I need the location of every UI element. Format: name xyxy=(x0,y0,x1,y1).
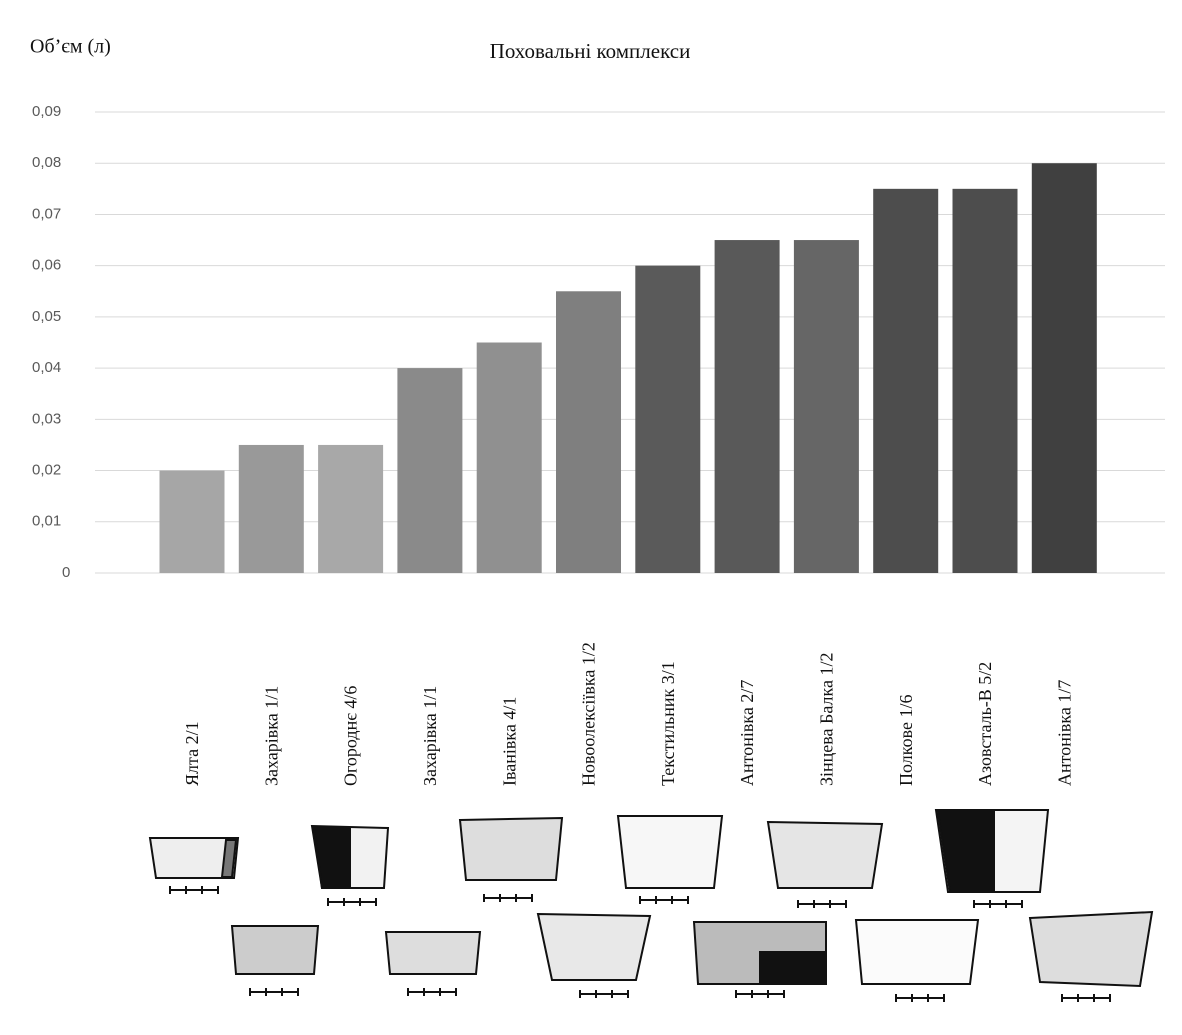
y-tick-label: 0,08 xyxy=(32,154,61,171)
y-tick-label: 0,02 xyxy=(32,462,61,479)
x-tick-label: Полкове 1/6 xyxy=(896,695,916,786)
y-tick-label: 0,07 xyxy=(32,205,61,222)
y-tick-label: 0,09 xyxy=(32,103,61,120)
bar xyxy=(952,188,1018,574)
y-tick-label: 0,04 xyxy=(32,359,61,376)
bar xyxy=(556,291,621,573)
bar xyxy=(238,444,304,573)
x-tick-label: Текстильник 3/1 xyxy=(658,661,678,786)
bar xyxy=(397,368,463,573)
bar xyxy=(159,470,225,573)
y-tick-label: 0,03 xyxy=(32,410,61,427)
y-axis-label: Об’єм (л) xyxy=(30,36,111,58)
x-tick-label: Зінцева Балка 1/2 xyxy=(817,653,837,786)
x-tick-label: Іванівка 4/1 xyxy=(499,697,519,786)
x-tick-label: Азовсталь-В 5/2 xyxy=(975,662,995,786)
bar xyxy=(793,240,859,574)
x-tick-label: Захарівка 1/1 xyxy=(420,686,440,786)
x-tick-label: Ялта 2/1 xyxy=(182,721,202,786)
vessel-drawings xyxy=(148,809,1154,1002)
bar xyxy=(714,240,780,574)
y-tick-label: 0 xyxy=(62,564,70,581)
x-tick-label: Новоолексіївка 1/2 xyxy=(579,642,599,786)
x-tick-label: Огороднє 4/6 xyxy=(341,686,361,786)
bar xyxy=(635,265,701,573)
bar xyxy=(476,342,542,573)
y-tick-label: 0,06 xyxy=(32,257,61,274)
x-tick-label: Антонівка 2/7 xyxy=(737,680,757,786)
y-tick-label: 0,05 xyxy=(32,308,61,325)
bar xyxy=(873,188,939,574)
y-tick-label: 0,01 xyxy=(32,513,61,530)
x-tick-label: Захарівка 1/1 xyxy=(261,686,281,786)
x-tick-label: Антонівка 1/7 xyxy=(1054,680,1074,786)
bar xyxy=(318,444,384,573)
chart-title: Поховальні комплекси xyxy=(490,39,691,63)
bar xyxy=(1031,163,1097,573)
